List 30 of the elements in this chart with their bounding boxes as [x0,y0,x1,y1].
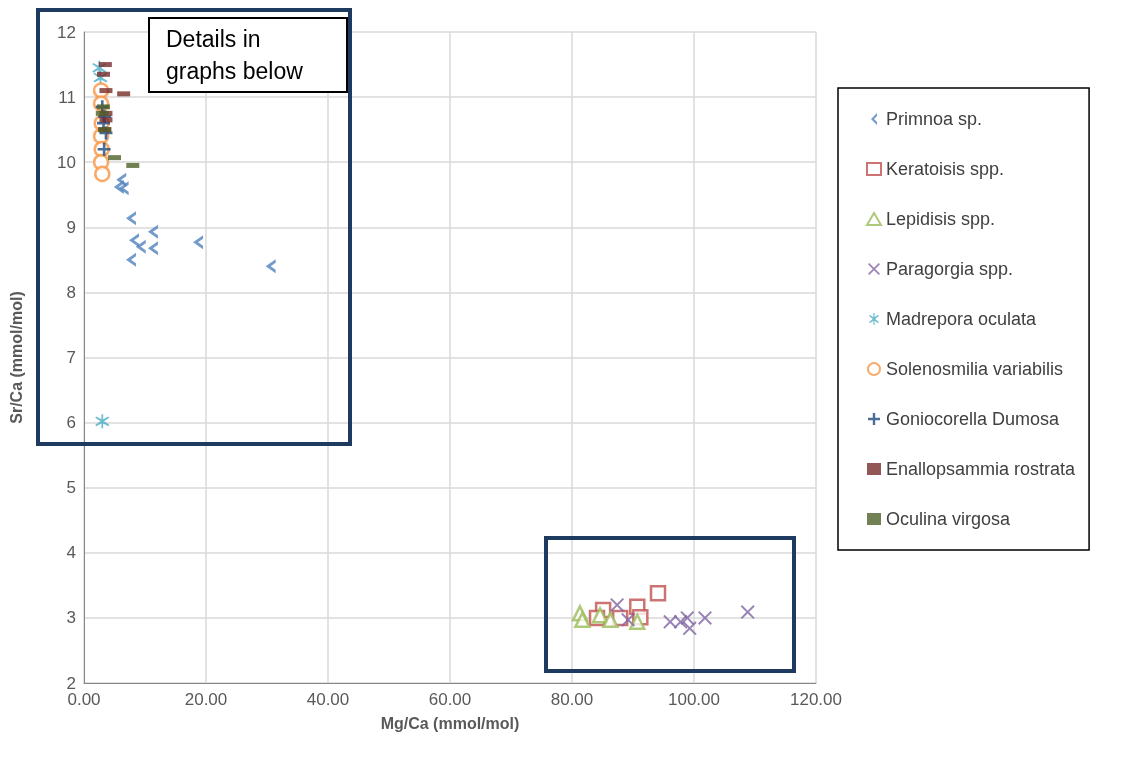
x-tick-label: 20.00 [184,690,228,709]
y-tick-label: 8 [66,282,76,302]
legend-label: Primnoa sp. [886,109,983,129]
y-tick-label: 2 [66,673,76,693]
y-tick-label: 3 [66,608,76,628]
legend-label: Lepidisis spp. [886,209,996,229]
legend-label: Madrepora oculata [886,309,1038,329]
y-axis-title: Sr/Ca (mmol/mol) [7,291,25,424]
annotation: Details in graphs below [148,17,348,93]
x-tick-label: 0.00 [67,690,101,709]
y-tick-label: 12 [57,22,76,42]
x-tick-label: 60.00 [428,690,472,709]
y-tick-label: 9 [66,217,76,237]
y-tick-label: 6 [66,413,76,433]
legend-label: Keratoisis spp. [886,159,1005,179]
y-tick-label: 5 [66,478,76,498]
x-tick-label: 120.00 [790,690,842,709]
y-tick-label: 10 [57,152,76,172]
y-tick-label: 7 [66,348,76,367]
y-tick-label: 4 [66,543,76,563]
legend-label: Goniocorella Dumosa [886,409,1061,429]
y-tick-label: 11 [58,87,76,107]
legend-label: Oculina virgosa [886,509,1012,529]
legend-label: Paragorgia spp. [886,259,1014,279]
x-axis-title: Mg/Ca (mmol/mol) [380,714,520,732]
legend-label: Solenosmilia variabilis [886,359,1064,379]
x-tick-label: 80.00 [550,690,594,709]
x-tick-label: 100.00 [668,690,720,709]
legend-label: Enallopsammia rostrata [886,459,1077,479]
x-tick-label: 40.00 [306,690,350,709]
